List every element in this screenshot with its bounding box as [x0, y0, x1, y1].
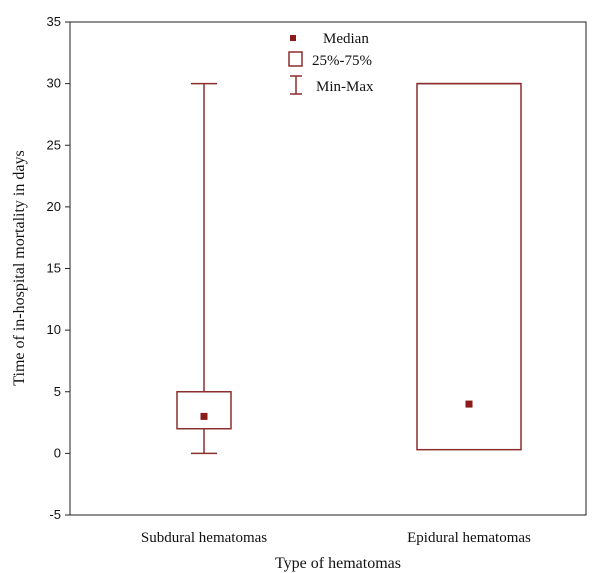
y-tick-label: -5 — [49, 507, 61, 522]
box-series — [176, 82, 522, 455]
y-tick-label: 20 — [47, 199, 61, 214]
box-group — [416, 82, 522, 451]
x-axis-categories: Subdural hematomas Epidural hematomas — [141, 530, 531, 546]
y-tick-label: 0 — [54, 445, 61, 460]
plot-frame — [69, 21, 587, 516]
y-axis-ticks: -5 0 5 10 15 20 25 30 35 — [47, 14, 70, 522]
y-axis-title: Time of in-hospital mortality in days — [11, 150, 28, 385]
legend-whisker-label: Min-Max — [316, 79, 374, 95]
x-category-label: Subdural hematomas — [141, 530, 267, 546]
y-tick-label: 10 — [47, 322, 61, 337]
y-tick-label: 30 — [47, 76, 61, 91]
median-marker — [465, 400, 473, 408]
legend-whisker-marker — [290, 75, 302, 95]
y-tick-label: 25 — [47, 137, 61, 152]
legend: Median 25%-75% Min-Max — [288, 31, 374, 95]
x-category-label: Epidural hematomas — [407, 530, 531, 546]
median-marker — [200, 412, 208, 420]
legend-box-marker — [288, 51, 303, 67]
iqr-box — [176, 391, 232, 430]
y-tick-label: 15 — [47, 261, 61, 276]
legend-median-marker — [290, 35, 296, 41]
box-group — [176, 82, 232, 455]
y-tick-label: 5 — [54, 384, 61, 399]
legend-box-label: 25%-75% — [312, 53, 372, 69]
x-axis-title: Type of hematomas — [275, 555, 401, 572]
y-tick-label: 35 — [47, 14, 61, 29]
iqr-box — [416, 82, 522, 451]
legend-median-label: Median — [323, 31, 369, 47]
